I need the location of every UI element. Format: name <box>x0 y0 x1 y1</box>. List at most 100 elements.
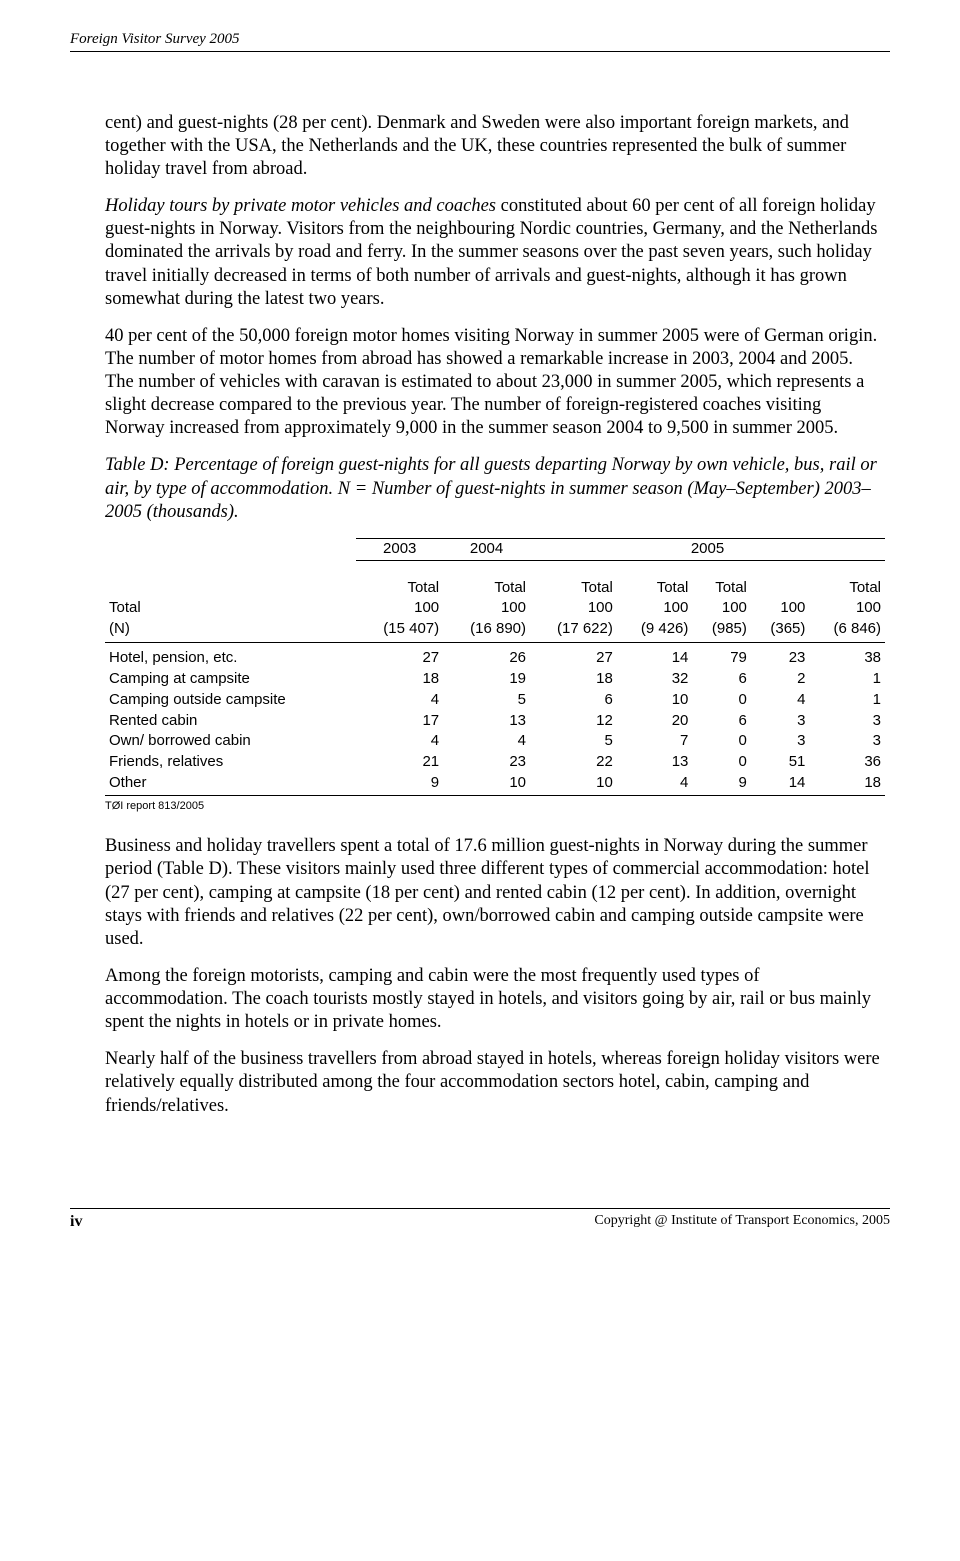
row-value: 6 <box>692 711 751 732</box>
n-7: (6 846) <box>809 619 885 642</box>
t100-3: 100 <box>530 598 617 619</box>
page-header: Foreign Visitor Survey 2005 <box>70 30 890 52</box>
table-totals-header: Total Total Total Total Total Total <box>105 560 885 598</box>
row-value: 3 <box>751 711 810 732</box>
table-n-row: (N) (15 407) (16 890) (17 622) (9 426) (… <box>105 619 885 642</box>
row-value: 3 <box>751 731 810 752</box>
row-value: 27 <box>356 648 443 669</box>
row-value: 5 <box>443 690 530 711</box>
row-value: 18 <box>356 669 443 690</box>
row-value: 14 <box>751 773 810 795</box>
n-6: (365) <box>751 619 810 642</box>
row-value: 4 <box>443 731 530 752</box>
paragraph-2: Holiday tours by private motor vehicles … <box>105 195 885 311</box>
row-value: 10 <box>617 690 693 711</box>
row-value: 51 <box>751 752 810 773</box>
table-row: Own/ borrowed cabin4457033 <box>105 731 885 752</box>
row-value: 10 <box>530 773 617 795</box>
row-value: 36 <box>809 752 885 773</box>
n-label: (N) <box>105 619 356 642</box>
col-total-5: Total <box>692 560 751 598</box>
row-value: 3 <box>809 731 885 752</box>
row-value: 79 <box>692 648 751 669</box>
row-value: 12 <box>530 711 617 732</box>
col-total-6 <box>751 560 810 598</box>
row-value: 21 <box>356 752 443 773</box>
t100-6: 100 <box>751 598 810 619</box>
row-value: 2 <box>751 669 810 690</box>
row-label: Camping at campsite <box>105 669 356 690</box>
row-value: 18 <box>809 773 885 795</box>
content-area: cent) and guest-nights (28 per cent). De… <box>105 112 885 1118</box>
data-table: 2003 2004 2005 Total Total Total Total T… <box>105 538 885 796</box>
n-2: (16 890) <box>443 619 530 642</box>
para-1-text: cent) and guest-nights (28 per cent). De… <box>105 113 849 179</box>
row-label: Own/ borrowed cabin <box>105 731 356 752</box>
totals-stub <box>105 560 356 598</box>
table-year-row: 2003 2004 2005 <box>105 538 885 560</box>
row-value: 4 <box>751 690 810 711</box>
row-value: 4 <box>356 690 443 711</box>
row-value: 9 <box>356 773 443 795</box>
n-3: (17 622) <box>530 619 617 642</box>
year-stub <box>105 538 356 560</box>
row-value: 3 <box>809 711 885 732</box>
row-value: 38 <box>809 648 885 669</box>
col-total-2: Total <box>443 560 530 598</box>
para-2-italic: Holiday tours by private motor vehicles … <box>105 196 496 216</box>
t100-1: 100 <box>356 598 443 619</box>
row-value: 18 <box>530 669 617 690</box>
row-value: 4 <box>356 731 443 752</box>
n-4: (9 426) <box>617 619 693 642</box>
col-total-3: Total <box>530 560 617 598</box>
row-value: 7 <box>617 731 693 752</box>
table-total-100-row: Total 100 100 100 100 100 100 100 <box>105 598 885 619</box>
row-value: 14 <box>617 648 693 669</box>
year-2003: 2003 <box>356 538 443 560</box>
row-value: 9 <box>692 773 751 795</box>
t100-7: 100 <box>809 598 885 619</box>
table-data-body: Hotel, pension, etc.27262714792338Campin… <box>105 648 885 795</box>
row-value: 20 <box>617 711 693 732</box>
row-value: 6 <box>530 690 617 711</box>
col-total-7: Total <box>809 560 885 598</box>
row-value: 6 <box>692 669 751 690</box>
table-row: Friends, relatives2123221305136 <box>105 752 885 773</box>
paragraph-5: Among the foreign motorists, camping and… <box>105 965 885 1034</box>
total-label: Total <box>105 598 356 619</box>
table-caption: Table D: Percentage of foreign guest-nig… <box>105 454 885 523</box>
copyright-text: Copyright @ Institute of Transport Econo… <box>594 1212 890 1232</box>
table-row: Camping at campsite18191832621 <box>105 669 885 690</box>
table-row: Hotel, pension, etc.27262714792338 <box>105 648 885 669</box>
row-value: 10 <box>443 773 530 795</box>
table-row: Rented cabin17131220633 <box>105 711 885 732</box>
row-label: Other <box>105 773 356 795</box>
n-5: (985) <box>692 619 751 642</box>
paragraph-3: 40 per cent of the 50,000 foreign motor … <box>105 325 885 441</box>
row-value: 13 <box>617 752 693 773</box>
row-value: 1 <box>809 690 885 711</box>
paragraph-1: cent) and guest-nights (28 per cent). De… <box>105 112 885 181</box>
row-label: Rented cabin <box>105 711 356 732</box>
row-label: Friends, relatives <box>105 752 356 773</box>
page-footer: iv Copyright @ Institute of Transport Ec… <box>70 1208 890 1232</box>
row-value: 4 <box>617 773 693 795</box>
row-value: 0 <box>692 731 751 752</box>
after-table-text: Business and holiday travellers spent a … <box>105 835 885 1117</box>
page-number: iv <box>70 1212 82 1232</box>
t100-5: 100 <box>692 598 751 619</box>
table-row: Camping outside campsite45610041 <box>105 690 885 711</box>
row-value: 17 <box>356 711 443 732</box>
row-value: 32 <box>617 669 693 690</box>
header-title: Foreign Visitor Survey 2005 <box>70 31 240 47</box>
table-row: Other91010491418 <box>105 773 885 795</box>
year-2005: 2005 <box>530 538 885 560</box>
row-value: 13 <box>443 711 530 732</box>
row-value: 26 <box>443 648 530 669</box>
t100-2: 100 <box>443 598 530 619</box>
row-label: Camping outside campsite <box>105 690 356 711</box>
row-value: 0 <box>692 690 751 711</box>
row-value: 19 <box>443 669 530 690</box>
row-value: 23 <box>443 752 530 773</box>
col-total-1: Total <box>356 560 443 598</box>
